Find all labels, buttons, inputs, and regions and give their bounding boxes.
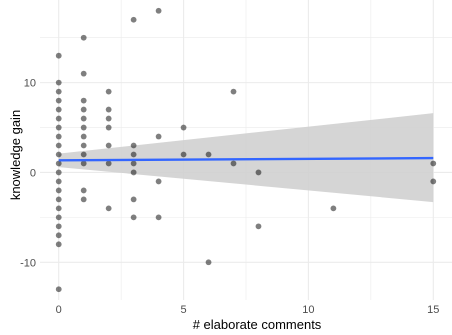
x-tick-label: 10 (302, 304, 314, 316)
data-point (105, 124, 112, 131)
data-point (180, 151, 187, 158)
data-point (80, 115, 87, 122)
x-tick-label: 15 (427, 304, 439, 316)
data-point (205, 259, 212, 266)
y-axis-title: knowledge gain (8, 110, 23, 200)
x-axis-title: # elaborate comments (193, 317, 322, 332)
data-point (130, 214, 137, 221)
data-point (55, 97, 62, 104)
y-tick-label: 10 (24, 78, 36, 90)
y-tick-label: 0 (30, 167, 36, 179)
data-point (55, 169, 62, 176)
data-point (55, 223, 62, 230)
data-point (55, 205, 62, 212)
data-point (55, 160, 62, 167)
data-point (205, 151, 212, 158)
data-point (155, 133, 162, 140)
data-point (130, 160, 137, 167)
data-point (105, 142, 112, 149)
data-point (255, 223, 262, 230)
data-point (55, 79, 62, 86)
data-point (130, 151, 137, 158)
data-point (105, 160, 112, 167)
data-point (55, 115, 62, 122)
data-point (80, 97, 87, 104)
fit-line (58, 156, 434, 162)
data-point (80, 151, 87, 158)
x-tick-label: 0 (56, 304, 62, 316)
x-tick-label: 5 (181, 304, 187, 316)
data-point (430, 160, 437, 167)
data-point (80, 124, 87, 131)
data-point (130, 169, 137, 176)
data-point (330, 205, 337, 212)
data-point (80, 133, 87, 140)
data-point (130, 142, 137, 149)
data-point (80, 187, 87, 194)
data-point (230, 160, 237, 167)
data-point (180, 124, 187, 131)
data-point (55, 286, 62, 293)
data-point (55, 133, 62, 140)
data-point (230, 88, 237, 95)
data-point (55, 124, 62, 131)
data-point (55, 241, 62, 248)
data-point (55, 196, 62, 203)
data-point (80, 70, 87, 77)
data-point (55, 232, 62, 239)
data-point (80, 34, 87, 41)
confidence-band (58, 113, 434, 203)
tick-labels-layer: 0 5 10 15 -10 0 10 (20, 78, 439, 316)
data-point (155, 214, 162, 221)
data-point (80, 160, 87, 167)
data-point (105, 115, 112, 122)
data-point (80, 106, 87, 113)
data-point (55, 52, 62, 59)
data-point (130, 196, 137, 203)
data-point (430, 178, 437, 185)
data-point (55, 142, 62, 149)
confidence-band-layer (58, 113, 434, 203)
data-point (105, 205, 112, 212)
data-point (55, 214, 62, 221)
fit-line-layer (58, 156, 434, 162)
data-point (55, 106, 62, 113)
data-point (80, 196, 87, 203)
data-point (105, 88, 112, 95)
data-point (105, 106, 112, 113)
data-point (55, 151, 62, 158)
y-tick-label: -10 (20, 257, 36, 269)
data-points-layer (55, 7, 437, 293)
data-point (55, 88, 62, 95)
data-point (55, 187, 62, 194)
data-point (255, 169, 262, 176)
data-point (155, 178, 162, 185)
data-point (155, 7, 162, 14)
data-point (130, 16, 137, 23)
data-point (80, 142, 87, 149)
data-point (55, 178, 62, 185)
